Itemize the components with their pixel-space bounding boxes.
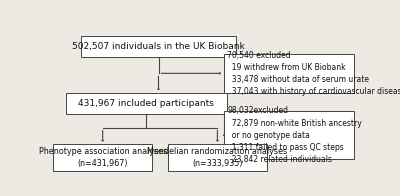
Text: 502,507 individuals in the UK Biobank: 502,507 individuals in the UK Biobank [72,42,245,51]
FancyBboxPatch shape [53,144,152,172]
Text: Mendelian randomization analyses
(n=333,935): Mendelian randomization analyses (n=333,… [147,147,288,168]
Text: 70,540 excluded
  19 withdrew from UK Biobank
  33,478 without data of serum ura: 70,540 excluded 19 withdrew from UK Biob… [227,51,400,96]
FancyBboxPatch shape [224,111,354,159]
Text: 98,032excluded
  72,879 non-white British ancestry
  or no genotype data
  1,311: 98,032excluded 72,879 non-white British … [227,106,362,164]
Text: Phenotype association analyses
(n=431,967): Phenotype association analyses (n=431,96… [38,147,167,168]
Text: 431,967 included participants: 431,967 included participants [78,99,214,108]
FancyBboxPatch shape [66,93,227,114]
FancyBboxPatch shape [224,54,354,93]
FancyBboxPatch shape [168,144,267,172]
FancyBboxPatch shape [81,36,236,57]
